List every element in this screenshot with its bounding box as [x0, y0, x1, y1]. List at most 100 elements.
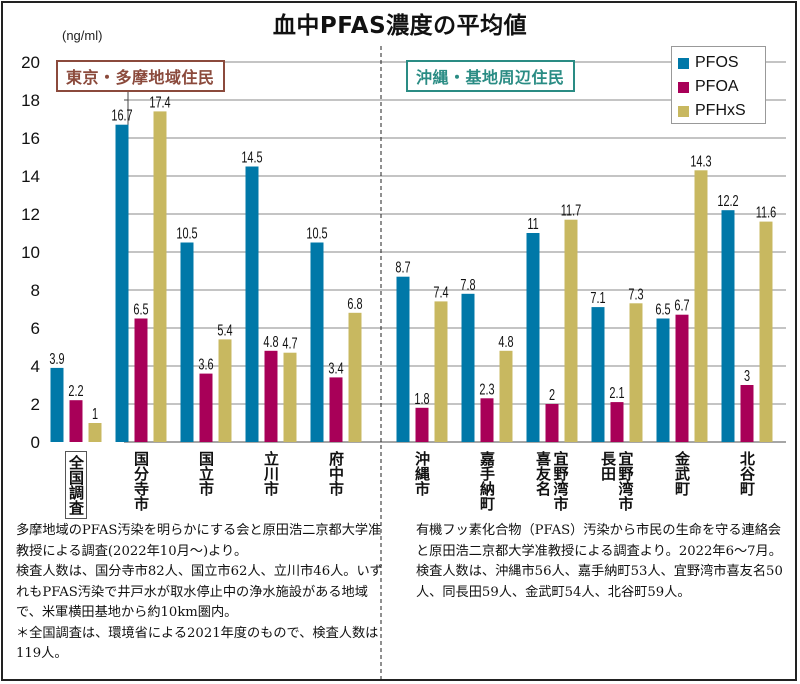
bar-pfoa: [415, 407, 429, 442]
data-label-pfhxs: 7.4: [433, 283, 449, 300]
category-label: 国分寺市: [132, 451, 150, 511]
category-label-main: 国分寺市: [132, 451, 150, 511]
data-label-pfos: 11: [527, 215, 538, 232]
bar-pfos: [50, 367, 64, 442]
y-tick-label: 16: [21, 129, 40, 148]
category-label: 嘉手納町: [478, 451, 496, 511]
data-label-pfoa: 6.5: [133, 301, 148, 318]
bar-pfos: [721, 210, 735, 442]
data-label-pfoa: 3.4: [328, 359, 344, 376]
data-label-pfos: 10.5: [306, 225, 327, 242]
data-label-pfos: 3.9: [49, 350, 64, 367]
data-label-pfoa: 6.7: [674, 297, 689, 314]
data-label-pfos: 12.2: [717, 192, 738, 209]
category-label: 宜野湾市 喜友名: [534, 451, 570, 511]
bar-pfoa: [610, 402, 624, 442]
category-label-main: 宜野湾市: [616, 451, 635, 511]
data-label-pfos: 16.7: [111, 107, 132, 124]
category-label-main: 宜野湾市: [551, 451, 570, 511]
category-label-main: 立川市: [262, 451, 280, 496]
data-label-pfos: 7.8: [460, 276, 475, 293]
bar-pfos: [396, 276, 410, 442]
legend-item-pfhxs: PFHxS: [678, 99, 759, 123]
y-tick-label: 12: [21, 205, 40, 224]
category-label: 北谷町: [738, 451, 756, 496]
category-label: 沖縄市: [413, 451, 431, 496]
bar-pfhxs: [694, 170, 708, 443]
category-label-main: 金武町: [673, 451, 691, 496]
y-tick-label: 2: [31, 395, 40, 414]
data-label-pfhxs: 5.4: [217, 321, 233, 338]
bar-pfhxs: [434, 301, 448, 442]
bar-pfos: [591, 307, 605, 442]
category-label-main: 嘉手納町: [478, 451, 496, 511]
chart-title: 血中PFAS濃度の平均値: [272, 13, 528, 39]
bar-pfoa: [199, 373, 213, 442]
y-axis-unit-label: (ng/ml): [62, 28, 103, 43]
data-label-pfos: 8.7: [395, 259, 410, 276]
data-label-pfhxs: 11.7: [561, 202, 581, 219]
data-label-pfoa: 2.2: [68, 382, 83, 399]
category-label: 宜野湾市 長田: [599, 451, 635, 511]
data-label-pfoa: 2: [549, 386, 555, 403]
legend-label-pfhxs: PFHxS: [695, 102, 746, 119]
data-label-pfoa: 3: [744, 367, 750, 384]
data-label-pfoa: 4.8: [263, 333, 278, 350]
data-label-pfoa: 2.3: [479, 380, 494, 397]
legend-label-pfoa: PFOA: [695, 78, 739, 95]
y-tick-label: 6: [31, 319, 40, 338]
y-tick-label: 14: [21, 167, 40, 186]
bar-pfhxs: [564, 219, 578, 442]
bar-pfhxs: [629, 303, 643, 442]
category-label-main: 府中市: [327, 451, 345, 496]
bar-pfos: [656, 318, 670, 442]
footnote-tokyo: 多摩地域のPFAS汚染を明らかにする会と原田浩二京都大学准教授による調査(202…: [16, 523, 383, 661]
category-label-main: 沖縄市: [413, 451, 431, 496]
data-label-pfhxs: 4.8: [498, 333, 513, 350]
category-label-main: 北谷町: [738, 451, 756, 496]
data-label-pfhxs: 14.3: [690, 152, 711, 169]
data-label-pfhxs: 6.8: [347, 295, 362, 312]
y-tick-label: 4: [31, 357, 40, 376]
footnote-okinawa: 有機フッ素化合物（PFAS）汚染から市民の生命を守る連絡会と原田浩二京都大学准教…: [416, 523, 783, 600]
bar-pfhxs: [218, 339, 232, 442]
region-label-tokyo: 東京・多摩地域住民: [56, 60, 225, 92]
bar-pfhxs: [499, 350, 513, 442]
region-label-okinawa: 沖縄・基地周辺住民: [406, 60, 575, 92]
data-label-pfhxs: 11.6: [756, 204, 776, 221]
bar-pfoa: [69, 400, 83, 442]
y-tick-label: 8: [31, 281, 40, 300]
bar-pfos: [461, 293, 475, 442]
category-label-main: 国立市: [197, 451, 215, 496]
category-label: 金武町: [673, 451, 691, 496]
bar-pfhxs: [88, 423, 102, 442]
bar-pfos: [526, 233, 540, 442]
bar-pfos: [180, 242, 194, 442]
bar-pfhxs: [348, 312, 362, 442]
data-label-pfhxs: 17.4: [149, 93, 171, 110]
bar-pfhxs: [283, 352, 297, 442]
bar-pfoa: [480, 398, 494, 442]
bar-pfhxs: [759, 221, 773, 442]
bar-pfoa: [545, 404, 559, 442]
y-tick-label: 20: [21, 53, 40, 72]
y-tick-label: 0: [31, 433, 40, 452]
legend-swatch-pfhxs: [678, 105, 689, 117]
legend-item-pfoa: PFOA: [678, 75, 759, 99]
category-label: 立川市: [262, 451, 280, 496]
bar-pfhxs: [153, 111, 167, 443]
data-label-pfos: 10.5: [176, 225, 197, 242]
category-label: 国立市: [197, 451, 215, 496]
bar-pfoa: [740, 385, 754, 442]
bar-pfos: [115, 124, 129, 442]
legend: PFOS PFOA PFHxS: [671, 46, 766, 124]
data-label-pfos: 7.1: [590, 289, 605, 306]
bar-pfoa: [264, 350, 278, 442]
data-label-pfoa: 2.1: [609, 384, 624, 401]
category-label-main: 全国調査: [64, 451, 87, 519]
data-label-pfoa: 3.6: [198, 356, 213, 373]
y-tick-label: 18: [21, 91, 40, 110]
legend-label-pfos: PFOS: [695, 54, 739, 71]
